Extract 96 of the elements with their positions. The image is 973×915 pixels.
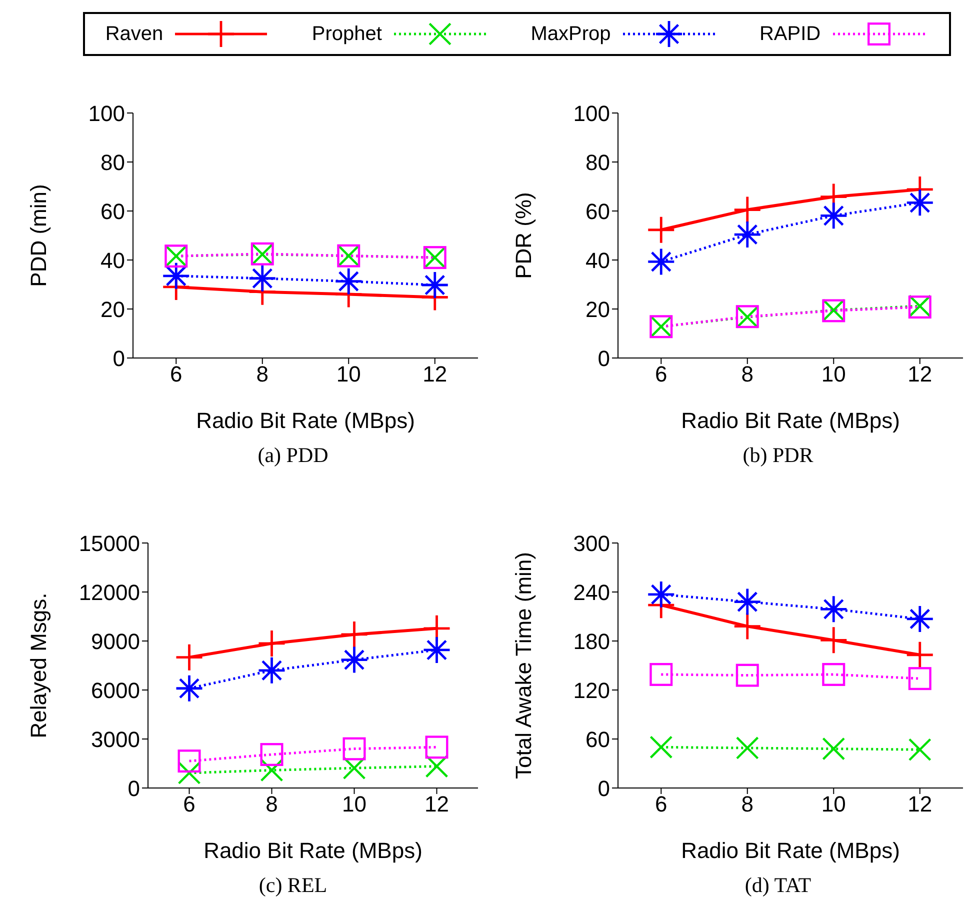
y-axis-title: PDD (min) bbox=[26, 184, 51, 287]
point bbox=[650, 736, 673, 759]
y-axis-title: Total Awake Time (min) bbox=[510, 552, 536, 780]
y-tick-label: 15000 bbox=[78, 530, 140, 556]
y-tick-label: 60 bbox=[586, 726, 610, 752]
y-tick-label: 80 bbox=[100, 150, 125, 175]
point bbox=[342, 756, 366, 780]
y-axis-title: PDR (%) bbox=[510, 192, 536, 279]
point bbox=[342, 737, 366, 760]
y-tick-label: 300 bbox=[573, 530, 610, 556]
y-tick-label: 9000 bbox=[91, 628, 140, 654]
x-tick-label: 6 bbox=[183, 792, 196, 817]
y-tick-label: 0 bbox=[598, 776, 610, 801]
legend-label: Raven bbox=[105, 22, 164, 46]
y-tick-label: 0 bbox=[112, 346, 125, 371]
point bbox=[178, 750, 201, 773]
point bbox=[425, 736, 448, 759]
legend-label: MaxProp bbox=[530, 22, 611, 46]
point bbox=[249, 265, 276, 292]
x-tick-label: 8 bbox=[256, 362, 268, 387]
x-tick-label: 10 bbox=[821, 792, 846, 817]
point bbox=[648, 216, 674, 243]
x-tick-label: 12 bbox=[422, 362, 448, 387]
y-tick-label: 100 bbox=[88, 100, 125, 126]
text: (b) PDR bbox=[742, 443, 814, 468]
x-tick-label: 8 bbox=[266, 792, 278, 817]
point bbox=[734, 613, 760, 640]
text: (a) PDD bbox=[256, 443, 330, 468]
point bbox=[178, 761, 201, 784]
legend-label: RAPID bbox=[759, 22, 821, 46]
x-tick-label: 6 bbox=[655, 362, 668, 387]
point bbox=[650, 662, 673, 686]
point bbox=[176, 675, 202, 702]
y-tick-label: 80 bbox=[586, 150, 610, 175]
x-tick-label: 10 bbox=[336, 362, 361, 387]
y-tick-label: 0 bbox=[128, 776, 140, 801]
x-tick-label: 8 bbox=[741, 362, 754, 387]
x-axis-title: Radio Bit Rate (MBps) bbox=[204, 838, 422, 863]
point bbox=[425, 754, 448, 778]
point bbox=[906, 190, 933, 216]
point bbox=[734, 196, 760, 223]
point bbox=[422, 272, 448, 298]
y-tick-label: 60 bbox=[586, 198, 610, 224]
point bbox=[648, 581, 674, 608]
y-tick-label: 20 bbox=[100, 296, 125, 322]
y-tick-label: 40 bbox=[100, 248, 125, 273]
point bbox=[176, 644, 202, 670]
y-tick-label: 100 bbox=[573, 100, 610, 126]
point bbox=[424, 636, 450, 663]
point bbox=[906, 642, 933, 668]
point bbox=[341, 646, 368, 673]
x-tick-label: 6 bbox=[170, 362, 182, 387]
y-tick-label: 0 bbox=[598, 346, 610, 371]
y-tick-label: 3000 bbox=[91, 726, 140, 752]
x-tick-label: 6 bbox=[655, 792, 668, 817]
legend-label: Prophet bbox=[312, 22, 382, 46]
point bbox=[820, 627, 847, 654]
point bbox=[820, 596, 847, 622]
point bbox=[163, 262, 190, 289]
y-tick-label: 180 bbox=[573, 628, 610, 654]
point bbox=[908, 667, 932, 690]
point bbox=[258, 657, 285, 684]
point bbox=[822, 737, 846, 760]
y-tick-label: 60 bbox=[100, 198, 125, 224]
y-tick-label: 6000 bbox=[91, 678, 140, 703]
x-tick-label: 12 bbox=[424, 792, 449, 817]
y-tick-label: 120 bbox=[573, 678, 610, 703]
point bbox=[736, 664, 759, 687]
text: (d) TAT bbox=[744, 873, 812, 898]
point bbox=[341, 621, 368, 648]
point bbox=[906, 606, 933, 632]
x-axis-title: Radio Bit Rate (MBps) bbox=[681, 838, 900, 863]
point bbox=[908, 738, 932, 762]
y-tick-label: 20 bbox=[586, 296, 610, 322]
point bbox=[734, 222, 760, 248]
x-tick-label: 8 bbox=[741, 792, 754, 817]
point bbox=[734, 588, 760, 615]
x-axis-title: Radio Bit Rate (MBps) bbox=[196, 408, 415, 433]
x-tick-label: 12 bbox=[908, 792, 932, 817]
point bbox=[736, 736, 759, 760]
y-tick-label: 12000 bbox=[78, 580, 140, 605]
point bbox=[258, 630, 285, 656]
y-axis-title: Relayed Msgs. bbox=[26, 592, 51, 738]
y-tick-label: 40 bbox=[586, 248, 610, 273]
point bbox=[260, 743, 284, 766]
point bbox=[648, 248, 674, 275]
x-tick-label: 10 bbox=[342, 792, 366, 817]
point bbox=[822, 662, 846, 686]
point bbox=[336, 268, 362, 294]
x-tick-label: 10 bbox=[821, 362, 846, 387]
x-tick-label: 12 bbox=[908, 362, 932, 387]
point bbox=[260, 758, 284, 782]
point bbox=[820, 202, 847, 229]
y-tick-label: 240 bbox=[573, 580, 610, 605]
x-axis-title: Radio Bit Rate (MBps) bbox=[681, 408, 900, 433]
text: (c) REL bbox=[258, 873, 328, 898]
